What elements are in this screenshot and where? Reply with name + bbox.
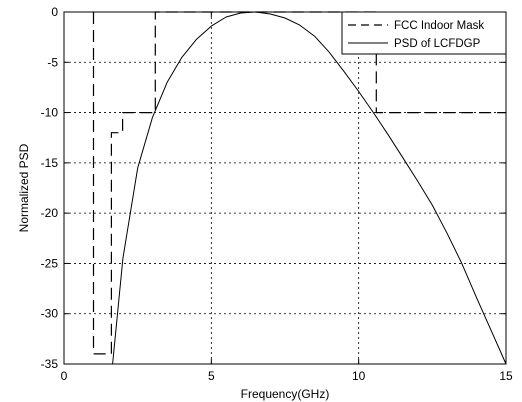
x-tick-label: 15 (499, 369, 513, 383)
series-fcc-mask-line (92, 11, 506, 355)
x-tick-label: 0 (61, 369, 68, 383)
y-tick-label: -25 (41, 256, 59, 270)
legend: FCC Indoor Mask PSD of LCFDGP (341, 11, 507, 55)
legend-box (341, 11, 507, 55)
legend-label-fcc-mask: FCC Indoor Mask (394, 20, 484, 32)
series-layer (92, 11, 507, 365)
y-tick-label: -20 (41, 206, 59, 220)
grid (64, 12, 506, 364)
y-tick-label: -30 (41, 307, 59, 321)
ticks: 0 5 10 15 0 -5 -10 -15 -20 -25 -30 -35 (41, 5, 513, 383)
series-psd-line (112, 11, 507, 365)
legend-label-psd: PSD of LCFDGP (394, 38, 481, 50)
x-tick-label: 5 (208, 369, 215, 383)
x-axis-label: Frequency(GHz) (241, 387, 330, 401)
y-tick-label: 0 (51, 5, 58, 19)
y-tick-label: -10 (41, 106, 59, 120)
y-tick-label: -5 (47, 55, 58, 69)
y-tick-label: -35 (41, 357, 59, 371)
plot-frame (63, 11, 507, 365)
y-axis-label: Normalized PSD (17, 143, 31, 232)
y-tick-label: -15 (41, 156, 59, 170)
x-tick-label: 10 (352, 369, 366, 383)
